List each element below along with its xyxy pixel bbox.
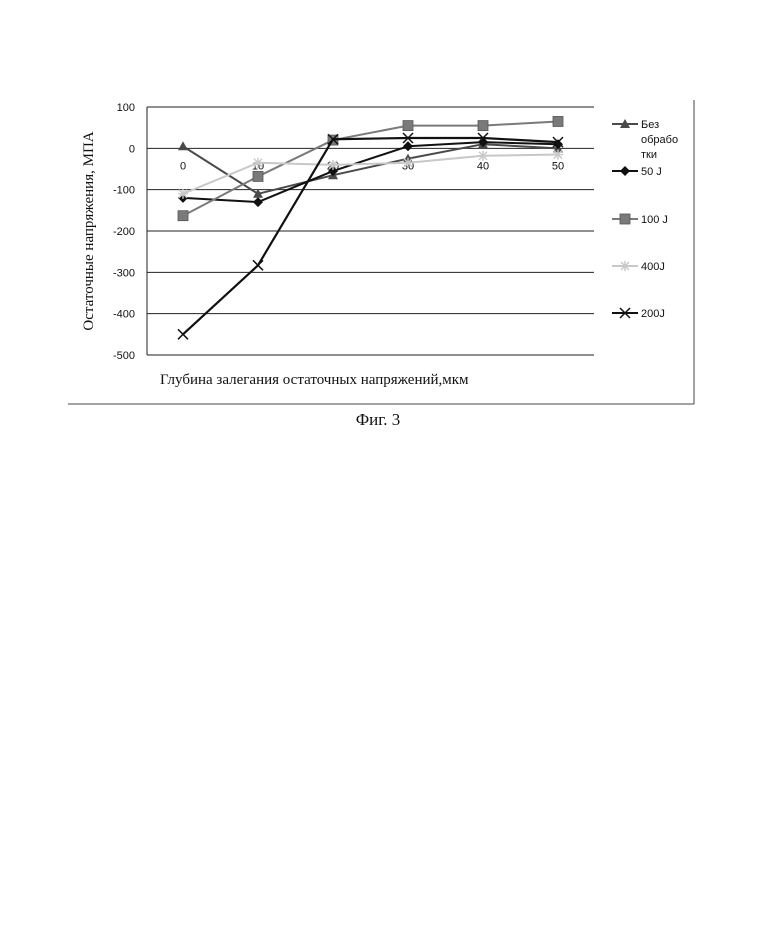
y-tick-label: -200: [113, 226, 135, 238]
series-100-j: [178, 116, 563, 220]
legend-label: 200J: [641, 308, 665, 320]
y-tick-label: -300: [113, 267, 135, 279]
legend-marker: [620, 214, 630, 224]
legend-entry: Без обрабо тки: [612, 119, 678, 161]
y-axis-title: Остаточные напряжения, МПА: [81, 131, 97, 330]
data-point: [403, 141, 413, 151]
data-point: [253, 197, 263, 207]
y-tick-labels: 100 0 -100 -200 -300 -400 -500: [113, 102, 135, 362]
series-400j: [178, 150, 563, 199]
data-point: [178, 329, 188, 339]
legend-label: 400J: [641, 261, 665, 273]
y-tick-label: -400: [113, 309, 135, 321]
figure-caption: Фиг. 3: [356, 410, 401, 429]
data-point: [178, 211, 188, 221]
y-tick-label: 100: [117, 102, 135, 114]
data-point: [478, 151, 488, 161]
data-point: [553, 150, 563, 160]
x-tick-label: 40: [477, 160, 489, 172]
y-tick-label: -500: [113, 350, 135, 362]
data-point: [253, 260, 263, 270]
legend-label: обрабо: [641, 134, 678, 146]
plot-series: [178, 116, 563, 339]
data-point: [253, 158, 263, 168]
legend-marker: [620, 261, 630, 271]
data-point: [178, 189, 188, 199]
legend-marker: [620, 166, 630, 176]
y-tick-label: -100: [113, 185, 135, 197]
data-point: [478, 121, 488, 131]
legend: Без обрабо тки 50 J 100 J 400J 200J: [612, 119, 678, 320]
legend-entry: 200J: [612, 308, 665, 320]
y-tick-label: 0: [129, 143, 135, 155]
data-point: [553, 116, 563, 126]
legend-label: Без: [641, 119, 659, 131]
legend-label: тки: [641, 149, 657, 161]
series-line: [183, 142, 558, 202]
data-point: [178, 141, 188, 150]
data-point: [403, 158, 413, 168]
legend-entry: 100 J: [612, 214, 668, 226]
chart-frame: [68, 100, 694, 404]
legend-label: 50 J: [641, 166, 662, 178]
data-point: [253, 171, 263, 181]
x-tick-label: 50: [552, 160, 564, 172]
legend-label: 100 J: [641, 214, 668, 226]
data-point: [403, 121, 413, 131]
legend-entry: 400J: [612, 261, 665, 273]
x-axis-title: Глубина залегания остаточных напряжений,…: [160, 372, 469, 388]
series-line: [183, 155, 558, 194]
legend-entry: 50 J: [612, 166, 662, 178]
data-point: [328, 160, 338, 170]
x-tick-label: 0: [180, 160, 186, 172]
